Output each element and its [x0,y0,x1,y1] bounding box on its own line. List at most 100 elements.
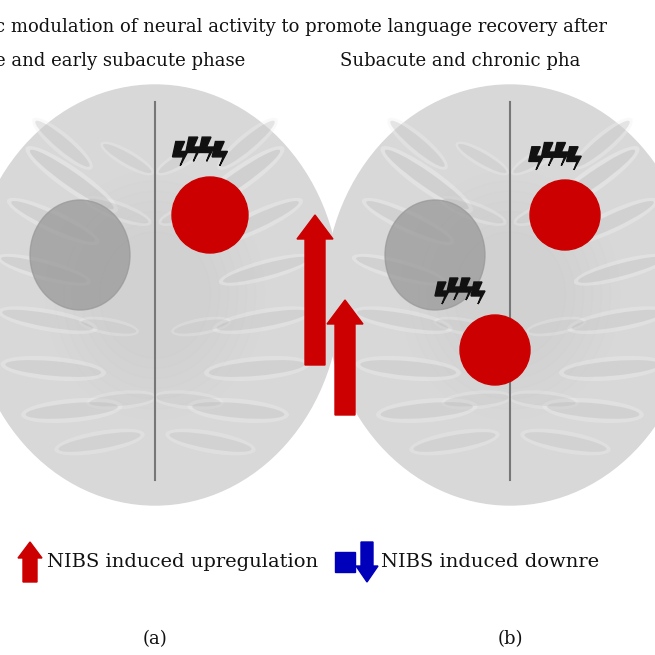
Ellipse shape [387,118,448,170]
Ellipse shape [508,390,579,410]
Ellipse shape [153,390,224,410]
Ellipse shape [26,146,118,213]
Ellipse shape [21,398,122,423]
Ellipse shape [360,360,456,377]
Ellipse shape [220,121,274,167]
Polygon shape [18,542,42,582]
Polygon shape [297,215,333,365]
Ellipse shape [215,201,299,242]
Ellipse shape [81,320,136,333]
Polygon shape [327,300,363,415]
Ellipse shape [376,398,477,423]
Ellipse shape [445,394,509,406]
Ellipse shape [325,85,655,505]
Polygon shape [212,141,227,166]
Polygon shape [447,278,461,300]
Ellipse shape [542,398,644,423]
Polygon shape [567,147,581,170]
Ellipse shape [564,360,655,377]
Ellipse shape [196,150,280,210]
Ellipse shape [100,141,154,176]
Ellipse shape [58,432,141,452]
Ellipse shape [174,320,229,333]
Ellipse shape [79,316,139,336]
Polygon shape [554,143,569,166]
Ellipse shape [565,198,655,245]
Ellipse shape [352,254,446,286]
Ellipse shape [547,146,639,213]
Text: Subacute and chronic pha: Subacute and chronic pha [340,52,580,70]
Ellipse shape [103,144,151,173]
Ellipse shape [552,150,635,210]
Ellipse shape [212,307,312,334]
Ellipse shape [441,390,512,410]
Ellipse shape [209,360,305,377]
Ellipse shape [5,360,101,377]
Ellipse shape [511,394,576,406]
Ellipse shape [204,356,309,381]
Ellipse shape [381,402,473,419]
Ellipse shape [443,198,504,223]
Polygon shape [459,278,473,300]
Ellipse shape [567,307,655,334]
Ellipse shape [170,432,252,452]
Ellipse shape [86,390,157,410]
Ellipse shape [2,310,93,331]
Ellipse shape [511,141,565,176]
Ellipse shape [1,257,87,283]
Ellipse shape [413,432,496,452]
Ellipse shape [90,394,154,406]
Ellipse shape [156,394,221,406]
Ellipse shape [7,198,100,245]
Ellipse shape [35,121,90,167]
Ellipse shape [352,307,453,334]
Polygon shape [541,143,556,166]
Ellipse shape [381,146,473,213]
Ellipse shape [165,428,255,455]
Ellipse shape [0,307,98,334]
Ellipse shape [572,118,633,170]
Polygon shape [529,147,544,170]
Ellipse shape [217,310,308,331]
Ellipse shape [1,356,106,381]
Ellipse shape [159,196,225,226]
Ellipse shape [362,198,455,245]
Text: e and early subacute phase: e and early subacute phase [0,52,245,70]
Ellipse shape [570,201,654,242]
Ellipse shape [520,428,610,455]
Circle shape [530,180,600,250]
Ellipse shape [390,121,445,167]
Polygon shape [186,137,201,161]
Circle shape [172,177,248,253]
Ellipse shape [0,85,340,505]
Ellipse shape [458,144,506,173]
Ellipse shape [219,254,313,286]
Ellipse shape [409,428,500,455]
Ellipse shape [159,144,207,173]
Ellipse shape [54,428,145,455]
Ellipse shape [0,254,91,286]
Ellipse shape [525,432,607,452]
Ellipse shape [156,141,210,176]
Ellipse shape [517,198,578,223]
Polygon shape [356,542,378,582]
Ellipse shape [210,198,303,245]
Ellipse shape [162,198,223,223]
Ellipse shape [559,356,655,381]
Ellipse shape [217,118,278,170]
Ellipse shape [514,196,580,226]
Ellipse shape [385,200,485,310]
Ellipse shape [30,150,113,210]
Ellipse shape [356,356,461,381]
Ellipse shape [434,316,494,336]
Text: NIBS induced upregulation: NIBS induced upregulation [47,553,318,571]
Ellipse shape [455,141,509,176]
Text: c modulation of neural activity to promote language recovery after: c modulation of neural activity to promo… [0,18,607,36]
Polygon shape [435,282,449,304]
Ellipse shape [547,402,639,419]
Text: (a): (a) [143,630,168,648]
Circle shape [460,315,530,385]
Text: NIBS induced downre: NIBS induced downre [381,553,599,571]
Ellipse shape [88,198,149,223]
Ellipse shape [578,257,655,283]
